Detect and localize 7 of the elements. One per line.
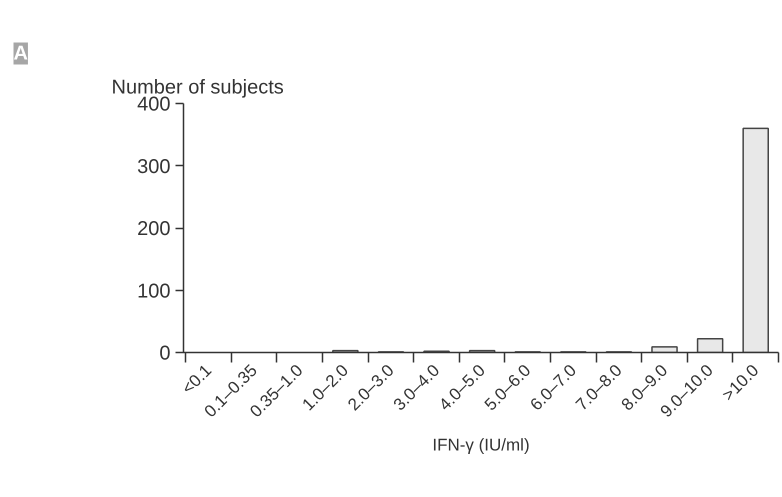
y-tick-label: 100 — [137, 280, 171, 302]
y-tick-label: 0 — [159, 342, 170, 364]
text: A — [14, 42, 28, 64]
y-tick-label: 300 — [137, 156, 171, 178]
y-tick-label: 400 — [137, 94, 171, 116]
y-tick-label: 200 — [137, 218, 171, 240]
x-axis-title: IFN-γ (IU/ml) — [432, 436, 530, 455]
